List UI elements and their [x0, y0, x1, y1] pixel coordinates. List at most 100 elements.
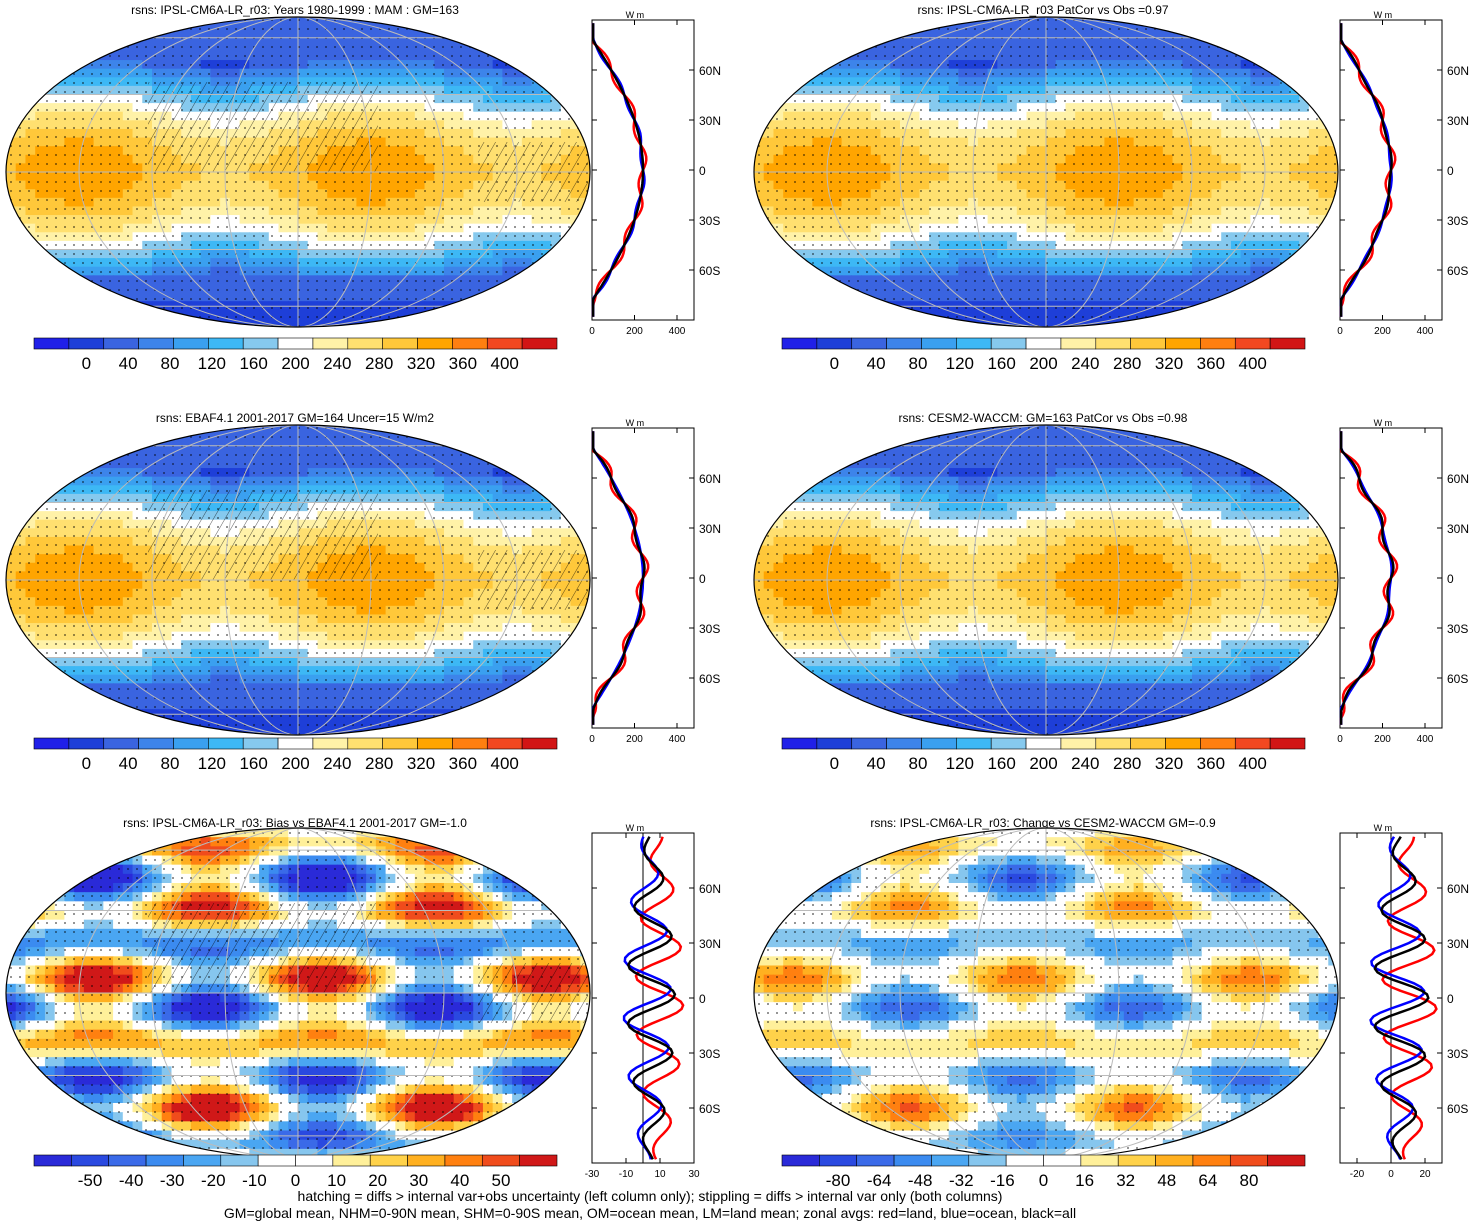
zonal-lat-tick: 60S: [699, 672, 720, 686]
colorbar-swatch: [991, 738, 1026, 749]
colorbar-tick-label: 20: [368, 1171, 387, 1188]
zonal-lat-tick: 60S: [1447, 672, 1468, 686]
colorbar-tick-label: 160: [987, 754, 1015, 773]
colorbar-swatch: [452, 738, 487, 749]
colorbar-tick-label: 0: [830, 754, 839, 773]
zonal-unit-label: W m: [626, 418, 645, 428]
colorbar-swatch: [278, 738, 313, 749]
colorbar-swatch: [931, 1155, 968, 1166]
colorbar-tick-label: 200: [281, 354, 309, 373]
colorbar-tick-label: 360: [449, 754, 477, 773]
colorbar-tick-label: 120: [946, 354, 974, 373]
colorbar-swatch: [782, 738, 817, 749]
zonal-lat-tick: 0: [699, 572, 706, 586]
zonal-x-tick: -10: [619, 1169, 634, 1180]
zonal-lat-tick: 30S: [699, 1047, 720, 1061]
colorbar-swatch: [221, 1155, 258, 1166]
colorbar-swatch: [852, 338, 887, 349]
colorbar-swatch: [146, 1155, 183, 1166]
zonal-lat-tick: 60N: [1447, 472, 1469, 486]
zonal-lat-tick: 0: [1447, 992, 1454, 1006]
zonal-lat-tick: 30N: [1447, 937, 1469, 951]
colorbar-tick-label: 50: [492, 1171, 511, 1188]
zonal-x-tick: -30: [585, 1169, 600, 1180]
colorbar-tick-label: 400: [1239, 354, 1267, 373]
colorbar-tick-label: 160: [239, 354, 267, 373]
colorbar-swatch: [383, 738, 418, 749]
map-field: [6, 828, 591, 1159]
zonal-lat-tick: 30N: [1447, 522, 1469, 536]
zonal-x-tick: 10: [654, 1169, 666, 1180]
colorbar-swatch: [296, 1155, 333, 1166]
zonal-lat-tick: 60S: [699, 264, 720, 278]
colorbar-swatch: [370, 1155, 407, 1166]
colorbar-swatch: [183, 1155, 220, 1166]
colorbar-tick-label: -32: [949, 1171, 974, 1188]
colorbar-swatch: [956, 338, 991, 349]
colorbar-swatch: [1061, 338, 1096, 349]
zonal-lat-tick: 30S: [699, 622, 720, 636]
colorbar-tick-label: -80: [826, 1171, 851, 1188]
colorbar-swatch: [921, 738, 956, 749]
hatch-region: [148, 903, 378, 993]
colorbar-tick-label: 120: [946, 754, 974, 773]
colorbar-tick-label: 240: [323, 754, 351, 773]
colorbar-swatch: [34, 1155, 71, 1166]
colorbar-tick-label: 360: [1197, 354, 1225, 373]
colorbar-swatch: [887, 738, 922, 749]
colorbar-swatch: [452, 338, 487, 349]
colorbar-swatch: [69, 338, 104, 349]
colorbar-swatch: [921, 338, 956, 349]
colorbar-tick-label: 40: [867, 754, 886, 773]
colorbar-swatch: [969, 1155, 1006, 1166]
colorbar-tick-label: 32: [1116, 1171, 1135, 1188]
colorbar-tick-label: 40: [119, 354, 138, 373]
zonal-x-tick: 400: [669, 326, 686, 337]
colorbar-swatch: [852, 738, 887, 749]
colorbar-tick-label: -10: [242, 1171, 267, 1188]
colorbar-swatch: [1193, 1155, 1230, 1166]
zonal-x-tick: -20: [1350, 1169, 1365, 1180]
colorbar-tick-label: 280: [1113, 354, 1141, 373]
zonal-x-tick: 400: [1417, 326, 1434, 337]
colorbar-swatch: [1156, 1155, 1193, 1166]
zonal-unit-label: W m: [626, 10, 645, 20]
map-field: [754, 828, 1339, 1159]
colorbar-swatch: [418, 338, 453, 349]
colorbar-swatch: [313, 738, 348, 749]
colorbar-swatch: [522, 338, 557, 349]
zonal-lat-tick: 30S: [1447, 1047, 1468, 1061]
map-field: [6, 425, 591, 736]
colorbar-swatch: [1268, 1155, 1305, 1166]
colorbar-tick-label: 120: [198, 354, 226, 373]
colorbar-tick-label: 280: [1113, 754, 1141, 773]
colorbar-swatch: [857, 1155, 894, 1166]
colorbar-swatch: [1081, 1155, 1118, 1166]
colorbar-tick-label: 40: [867, 354, 886, 373]
colorbar-swatch: [34, 738, 69, 749]
zonal-lat-tick: 0: [1447, 572, 1454, 586]
colorbar-swatch: [348, 338, 383, 349]
colorbar-swatch: [1026, 338, 1061, 349]
colorbar-swatch: [173, 738, 208, 749]
colorbar-swatch: [482, 1155, 519, 1166]
colorbar-swatch: [487, 338, 522, 349]
colorbar-swatch: [956, 738, 991, 749]
colorbar-tick-label: 320: [407, 754, 435, 773]
hatch-region: [148, 82, 378, 172]
colorbar-swatch: [109, 1155, 146, 1166]
zonal-x-tick: 200: [626, 326, 643, 337]
colorbar-swatch: [1270, 338, 1305, 349]
colorbar-swatch: [522, 738, 557, 749]
map-field: [754, 17, 1339, 328]
colorbar-swatch: [1235, 338, 1270, 349]
zonal-lat-tick: 60S: [1447, 264, 1468, 278]
colorbar-swatch: [887, 338, 922, 349]
colorbar-tick-label: 240: [1071, 754, 1099, 773]
